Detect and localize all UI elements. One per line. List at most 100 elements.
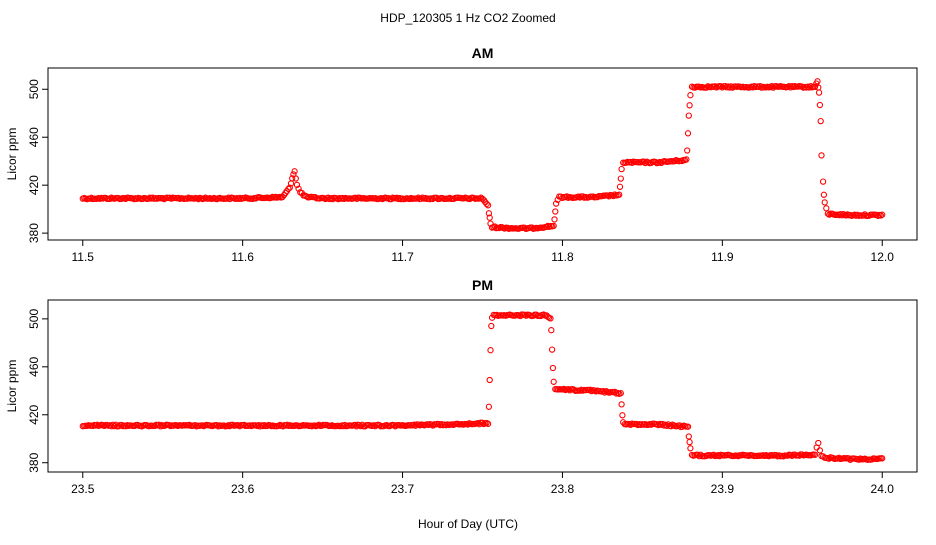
- am-data-point: [415, 194, 422, 201]
- am-data-point: [393, 194, 400, 201]
- pm-data-point: [213, 422, 220, 429]
- am-data-point: [618, 165, 625, 173]
- pm-data-point: [255, 421, 262, 429]
- pm-y-axis-label: Licor ppm: [5, 360, 19, 413]
- am-data-point: [285, 185, 292, 193]
- pm-data-point: [868, 456, 876, 463]
- am-data-point: [552, 200, 560, 207]
- pm-data-point: [191, 421, 199, 429]
- pm-x-tick-label: 24.0: [871, 482, 895, 496]
- am-data-point: [617, 175, 624, 182]
- am-data-point: [387, 195, 395, 203]
- pm-x-tick-label: 23.6: [231, 482, 255, 496]
- pm-data-point: [435, 420, 442, 428]
- pm-data-point: [618, 401, 625, 408]
- pm-data-point: [663, 422, 670, 429]
- pm-data-point: [464, 421, 471, 428]
- am-data-point: [576, 194, 584, 201]
- pm-data-point: [560, 385, 568, 393]
- pm-data-point: [565, 385, 572, 393]
- am-data-point: [749, 84, 757, 91]
- pm-data-point: [353, 423, 360, 430]
- pm-data-point: [485, 403, 493, 410]
- am-data-point: [295, 185, 302, 192]
- am-data-point: [685, 112, 692, 119]
- am-data-point: [684, 147, 691, 154]
- pm-data-point: [815, 439, 822, 447]
- am-data-point: [235, 195, 242, 203]
- pm-data-point: [686, 438, 693, 446]
- pm-data-point: [486, 376, 493, 384]
- pm-data-point: [488, 322, 495, 330]
- am-data-point: [811, 83, 819, 90]
- am-data-point: [815, 89, 823, 96]
- am-y-tick-label: 420: [27, 175, 41, 195]
- am-data-point: [798, 83, 806, 90]
- pm-data-point: [122, 423, 130, 430]
- pm-data-point: [662, 421, 669, 428]
- pm-data-point: [811, 451, 819, 458]
- am-x-tick-label: 11.7: [391, 250, 414, 264]
- am-data-point: [821, 199, 828, 206]
- pm-data-point: [845, 455, 852, 462]
- pm-data-point: [390, 422, 398, 429]
- am-plot-frame: [47, 67, 918, 241]
- am-data-point: [88, 194, 95, 201]
- pm-data-point: [627, 421, 634, 428]
- am-data-point: [642, 159, 649, 167]
- pm-x-tick-label: 23.7: [391, 482, 415, 496]
- am-x-tick-label: 11.6: [231, 250, 254, 264]
- pm-data-point: [479, 419, 486, 426]
- figure-x-axis-label: Hour of Day (UTC): [418, 517, 518, 531]
- am-panel: AM Licor ppm 11.5 11.6 11.7 11.8 11.9 12.0 380 42…: [5, 45, 918, 264]
- am-data-point: [785, 82, 793, 90]
- pm-panel: PM Licor ppm 23.5 23.6 23.7 23.8 23.9 24.0 380 42…: [5, 277, 918, 496]
- pm-data-point: [694, 451, 701, 458]
- am-data-point: [550, 222, 557, 230]
- am-data-point: [563, 193, 570, 200]
- am-data-point: [485, 210, 493, 217]
- am-data-point: [686, 102, 693, 109]
- pm-data-point: [487, 347, 494, 354]
- am-data-point: [807, 83, 814, 90]
- figure-title: HDP_120305 1 Hz CO2 Zoomed: [380, 11, 555, 25]
- am-data-point: [628, 159, 636, 166]
- pm-data-point: [341, 421, 349, 429]
- am-data-point: [122, 195, 129, 203]
- pm-data-point: [710, 451, 717, 458]
- am-x-tick-label: 11.9: [711, 250, 734, 264]
- am-data-point: [483, 200, 490, 208]
- pm-data-point: [617, 390, 624, 397]
- am-data-point: [396, 194, 403, 202]
- pm-x-tick-label: 23.9: [711, 482, 735, 496]
- pm-data-point: [586, 386, 594, 393]
- am-panel-title: AM: [472, 45, 494, 61]
- pm-data-point: [855, 456, 863, 463]
- pm-data-point: [522, 312, 530, 319]
- am-data-point: [292, 175, 299, 182]
- am-data-point: [486, 214, 493, 221]
- pm-panel-title: PM: [472, 277, 493, 293]
- pm-data-point: [412, 422, 419, 429]
- am-data-point: [687, 92, 694, 99]
- pm-data-point: [351, 421, 359, 429]
- am-data-point: [816, 101, 824, 109]
- am-data-point: [819, 178, 827, 185]
- am-y-tick-label: 500: [27, 79, 41, 99]
- pm-data-point: [600, 387, 607, 395]
- am-data-point: [195, 195, 202, 203]
- pm-data-point: [548, 327, 555, 334]
- pm-data-point: [484, 420, 492, 427]
- pm-data-point: [411, 421, 418, 428]
- am-data-point: [703, 84, 710, 91]
- pm-data-point: [530, 312, 537, 319]
- am-data-point: [684, 130, 692, 137]
- am-data-point: [879, 211, 886, 218]
- am-data-point: [528, 224, 536, 231]
- am-y-tick-label: 380: [27, 223, 41, 243]
- pm-data-point: [315, 421, 323, 428]
- am-data-point: [717, 83, 725, 90]
- pm-data-point: [601, 389, 608, 396]
- pm-data-point: [533, 311, 540, 318]
